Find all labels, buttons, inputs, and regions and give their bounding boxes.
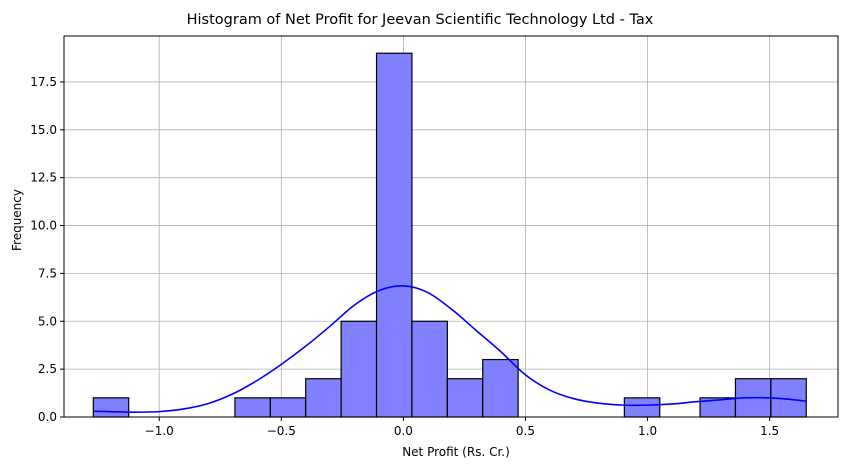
histogram-bar bbox=[92, 397, 130, 418]
chart-title: Histogram of Net Profit for Jeevan Scien… bbox=[187, 12, 654, 28]
x-axis-label: Net Profit (Rs. Cr.) bbox=[402, 445, 510, 459]
x-tick-label: 0.5 bbox=[516, 424, 535, 438]
y-tick-label: 10.0 bbox=[30, 219, 57, 233]
kde-curve bbox=[93, 285, 807, 414]
histogram-bar bbox=[305, 378, 342, 418]
histogram-bar bbox=[446, 378, 484, 418]
y-tick-label: 5.0 bbox=[38, 314, 57, 328]
histogram-bar bbox=[623, 397, 661, 418]
histogram-bar bbox=[375, 52, 413, 418]
x-tick-label: 1.0 bbox=[638, 424, 657, 438]
histogram-bar bbox=[269, 397, 307, 418]
y-tick-label: 2.5 bbox=[38, 362, 57, 376]
x-axis-ticks: −1.0 −0.5 0.0 0.5 1.0 1.5 bbox=[145, 417, 779, 438]
x-tick-label: 1.5 bbox=[760, 424, 779, 438]
x-tick-label: −1.0 bbox=[145, 424, 174, 438]
histogram-bar bbox=[482, 358, 519, 418]
x-tick-label: 0.0 bbox=[394, 424, 413, 438]
histogram-bar bbox=[234, 397, 271, 418]
plot-frame bbox=[63, 35, 839, 418]
y-axis-label: Frequency bbox=[10, 189, 24, 251]
histogram-bars bbox=[92, 52, 807, 418]
y-tick-label: 17.5 bbox=[30, 75, 57, 89]
x-tick-label: −0.5 bbox=[267, 424, 296, 438]
y-tick-label: 15.0 bbox=[30, 123, 57, 137]
y-tick-label: 12.5 bbox=[30, 171, 57, 185]
y-axis-ticks: 0.0 2.5 5.0 7.5 10.0 12.5 15.0 17.5 bbox=[30, 75, 64, 424]
grid-lines bbox=[64, 36, 838, 418]
histogram-bar bbox=[411, 320, 448, 418]
histogram-bar bbox=[340, 320, 378, 418]
y-tick-label: 7.5 bbox=[38, 266, 57, 280]
y-tick-label: 0.0 bbox=[38, 410, 57, 424]
